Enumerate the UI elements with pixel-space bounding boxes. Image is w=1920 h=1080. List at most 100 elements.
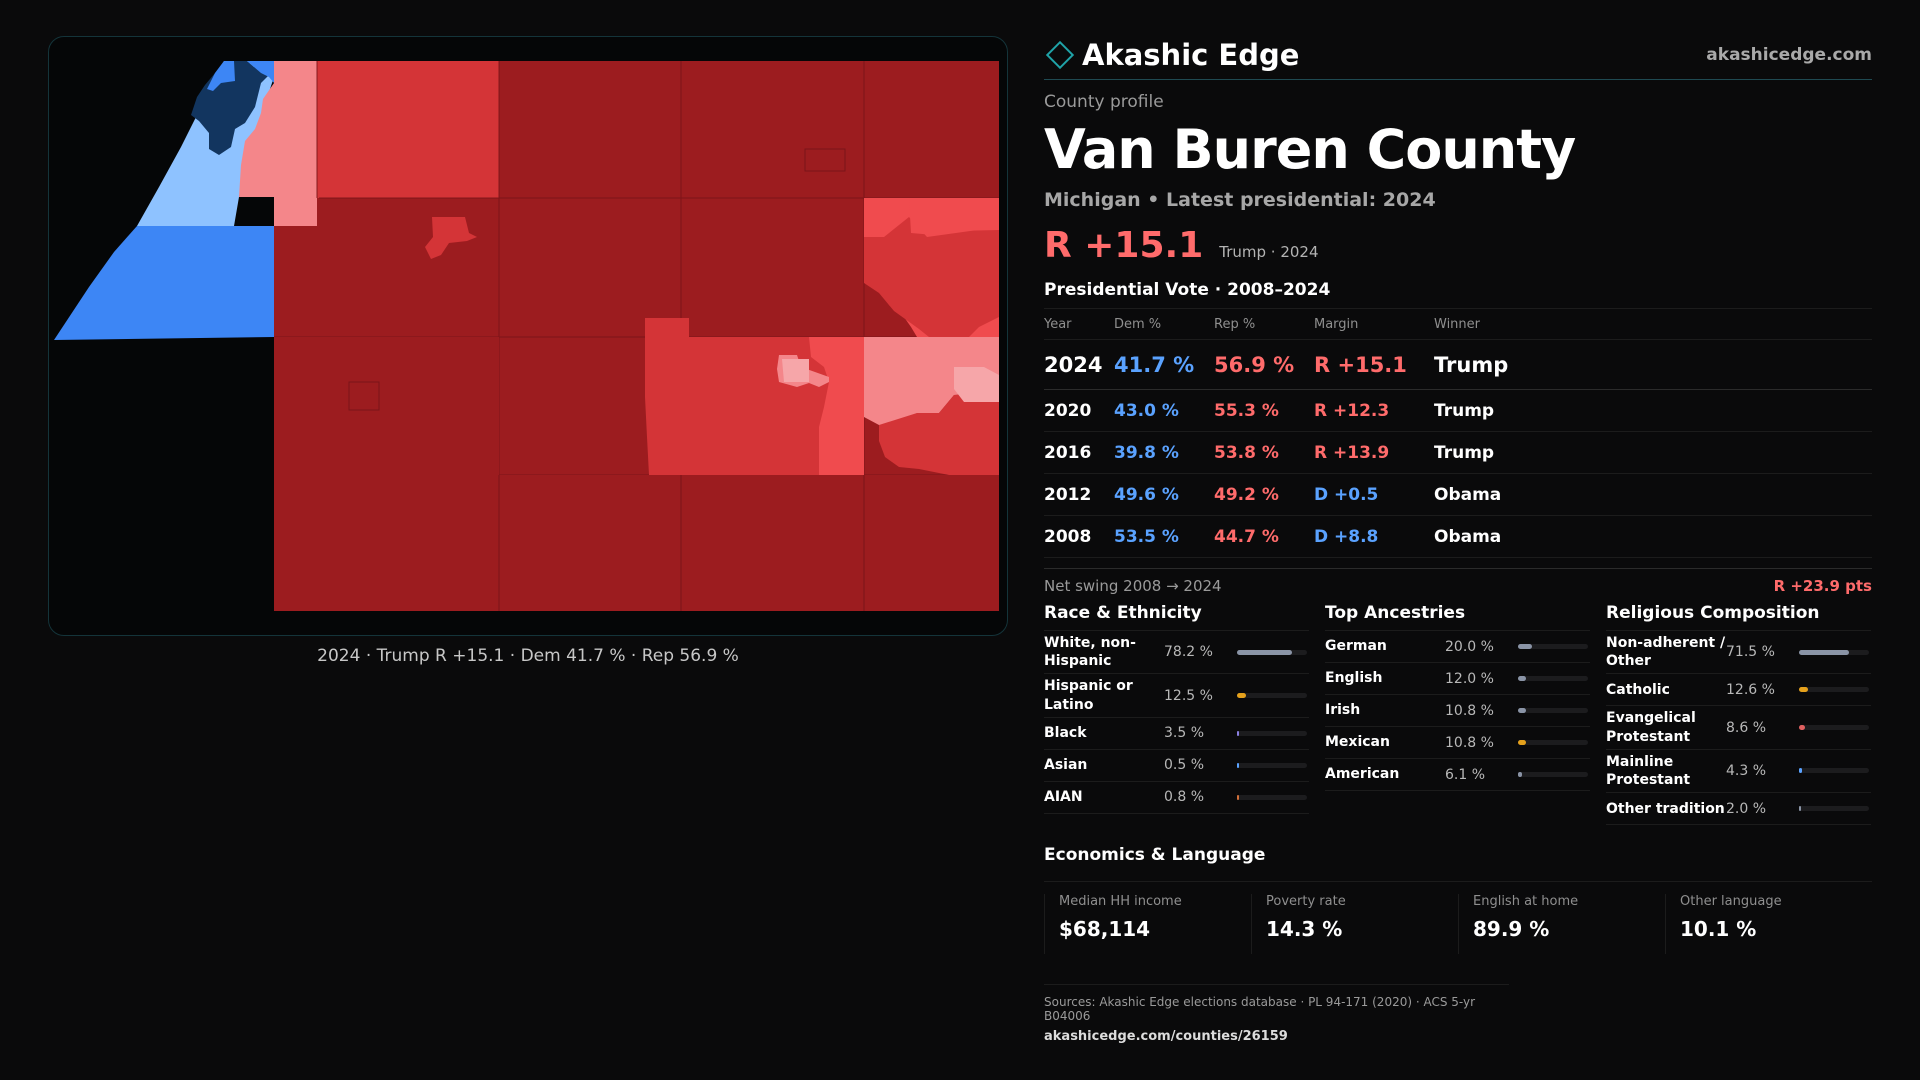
year-cell: 2016 (1044, 431, 1114, 474)
religion-bar-fill (1799, 806, 1801, 812)
religion-row: Evangelical Protestant 8.6 % (1606, 706, 1871, 750)
economics-card: Other language 10.1 % (1665, 894, 1872, 955)
ancestry-value: 12.0 % (1445, 670, 1494, 687)
religion-label: Evangelical Protestant (1606, 710, 1696, 745)
map-region (207, 61, 235, 91)
winner-cell: Obama (1434, 473, 1872, 516)
religion-value: 4.3 % (1726, 762, 1767, 779)
winner-cell: Trump (1434, 389, 1872, 432)
ancestry-value: 10.8 % (1445, 702, 1494, 719)
race-bar-fill (1237, 794, 1239, 800)
race-value: 0.8 % (1164, 789, 1205, 806)
dem-share-cell: 43.0 % (1114, 389, 1214, 432)
votes-row-2020: 2020 43.0 % 55.3 % R +12.3 Trump (1044, 389, 1872, 432)
race-bar-fill (1237, 762, 1239, 768)
sources-footer: Sources: Akashic Edge elections database… (1044, 984, 1509, 1044)
votes-row-2012: 2012 49.6 % 49.2 % D +0.5 Obama (1044, 473, 1872, 516)
map-region (819, 382, 864, 475)
county-permalink[interactable]: akashicedge.com/counties/26159 (1044, 1029, 1288, 1045)
race-bar (1237, 730, 1307, 736)
votes-row-2024: 2024 41.7 % 56.9 % R +15.1 Trump (1044, 339, 1872, 390)
map-region (348, 381, 380, 411)
race-label: Asian (1044, 757, 1088, 774)
sources-text: Sources: Akashic Edge elections database… (1044, 995, 1476, 1024)
religion-value: 71.5 % (1726, 644, 1775, 661)
map-region (645, 318, 864, 475)
ancestry-bar (1518, 708, 1588, 713)
race-bar-fill (1237, 693, 1246, 699)
economics-card-value: 14.3 % (1266, 917, 1343, 942)
race-bar-fill (1237, 730, 1240, 736)
headline-note: Trump · 2024 (1219, 243, 1319, 261)
ancestry-bar (1518, 740, 1588, 745)
county-profile-panel: Akashic Edge akashicedge.com County prof… (1044, 30, 1872, 1044)
votes-row-2016: 2016 39.8 % 53.8 % R +13.9 Trump (1044, 431, 1872, 474)
ancestry-label: Irish (1325, 702, 1361, 719)
map-region (782, 359, 809, 382)
economics-card-label: English at home (1473, 894, 1579, 910)
rep-share-cell: 44.7 % (1214, 515, 1314, 558)
ancestry-bar-fill (1518, 772, 1523, 777)
county-map[interactable] (48, 36, 1008, 636)
ancestry-row: American 6.1 % (1325, 759, 1590, 791)
rep-share-cell: 53.8 % (1214, 431, 1314, 474)
race-row: Black 3.5 % (1044, 718, 1309, 750)
col-winner-header: Winner (1434, 308, 1872, 340)
ancestry-label: Mexican (1325, 734, 1390, 751)
map-region (239, 61, 317, 226)
profile-subline: Michigan • Latest presidential: 2024 (1044, 189, 1436, 211)
religion-bar-fill (1799, 725, 1806, 731)
dem-share-cell: 53.5 % (1114, 515, 1214, 558)
map-region (809, 337, 864, 382)
votes-row-2008: 2008 53.5 % 44.7 % D +8.8 Obama (1044, 515, 1872, 558)
race-bar (1237, 693, 1307, 699)
margin-cell: D +8.8 (1314, 515, 1434, 558)
map-region (954, 367, 999, 402)
race-bar (1237, 794, 1307, 800)
rep-share-cell: 56.9 % (1214, 339, 1314, 390)
religion-label: Catholic (1606, 681, 1670, 698)
brand-diamond-icon (1045, 40, 1075, 69)
economics-card-value: 89.9 % (1473, 917, 1550, 942)
economics-card-label: Other language (1680, 894, 1782, 910)
ancestry-bar (1518, 676, 1588, 681)
religion-label: Other tradition (1606, 800, 1725, 817)
demographics-grid: Race & Ethnicity White, non-Hispanic 78.2… (1044, 603, 1872, 826)
winner-cell: Obama (1434, 515, 1872, 558)
rep-share-cell: 49.2 % (1214, 473, 1314, 516)
economics-card-value: $68,114 (1059, 917, 1151, 942)
rep-share-cell: 55.3 % (1214, 389, 1314, 432)
year-cell: 2008 (1044, 515, 1114, 558)
ancestry-section: Top Ancestries German 20.0 % English 12.0 %… (1325, 603, 1590, 825)
map-region (804, 148, 846, 172)
race-row: Asian 0.5 % (1044, 750, 1309, 782)
col-rep-header: Rep % (1214, 308, 1314, 340)
map-region (317, 61, 499, 198)
ancestry-label: German (1325, 638, 1387, 655)
race-label: AIAN (1044, 789, 1083, 806)
headline-margin: R +15.1 (1044, 225, 1204, 266)
ancestry-row: English 12.0 % (1325, 663, 1590, 695)
winner-cell: Trump (1434, 339, 1872, 390)
map-region (879, 392, 999, 475)
race-section: Race & Ethnicity White, non-Hispanic 78.2… (1044, 603, 1309, 825)
map-region (909, 198, 999, 235)
votes-table: Year Dem % Rep % Margin Winner 2024 41.7 … (1044, 308, 1872, 558)
precinct-map-svg[interactable] (49, 37, 1008, 636)
brand[interactable]: Akashic Edge (1044, 38, 1299, 72)
margin-cell: R +15.1 (1314, 339, 1434, 390)
race-bar (1237, 649, 1307, 655)
economics-card-label: Poverty rate (1266, 894, 1346, 910)
race-value: 0.5 % (1164, 757, 1205, 774)
religion-row: Mainline Protestant 4.3 % (1606, 750, 1871, 794)
religion-label: Non-adherent / Other (1606, 635, 1726, 670)
religion-section-title: Religious Composition (1606, 603, 1871, 631)
religion-value: 2.0 % (1726, 800, 1767, 817)
religion-value: 12.6 % (1726, 681, 1775, 698)
profile-eyebrow: County profile (1044, 92, 1164, 112)
col-dem-header: Dem % (1114, 308, 1214, 340)
brand-url-link[interactable]: akashicedge.com (1706, 44, 1872, 65)
dem-share-cell: 41.7 % (1114, 339, 1214, 390)
page-title: Van Buren County (1044, 118, 1576, 181)
economics-cards: Median HH income $68,114 Poverty rate 14.3 … (1044, 881, 1872, 955)
